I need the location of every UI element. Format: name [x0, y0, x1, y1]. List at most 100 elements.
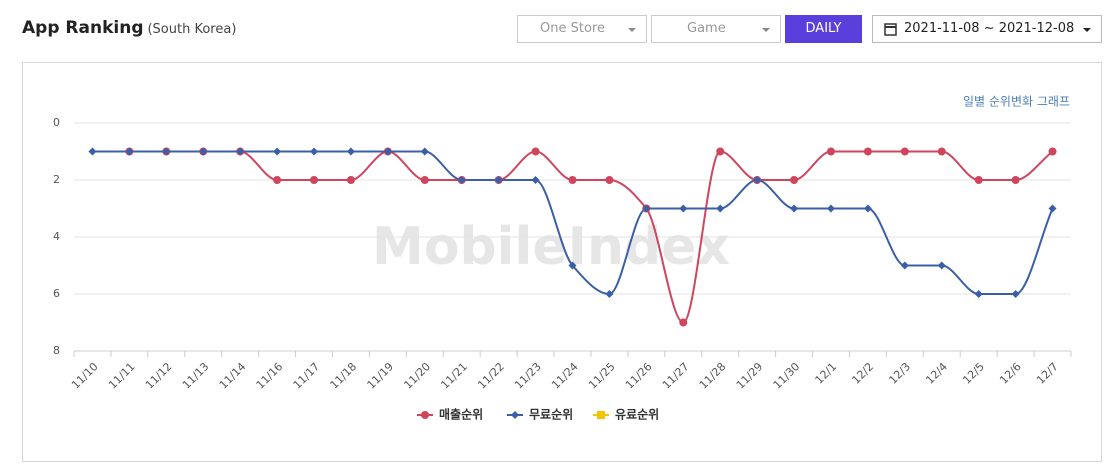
daily-button[interactable]: DAILY: [785, 15, 862, 43]
marker: [1011, 176, 1020, 184]
x-tick-label: 11/13: [180, 360, 212, 392]
marker: [605, 176, 614, 184]
x-tick-label: 11/12: [143, 360, 175, 392]
date-picker[interactable]: 2021-11-08 ~ 2021-12-08: [872, 15, 1102, 43]
marker: [863, 147, 872, 156]
y-tick-label: 0: [53, 116, 60, 129]
x-tick-label: 11/23: [512, 360, 544, 392]
x-tick-label: 12/7: [1034, 360, 1061, 387]
legend-item: 매출순위: [417, 407, 483, 422]
marker: [642, 204, 651, 213]
marker: [346, 147, 355, 156]
marker: [937, 147, 946, 156]
marker: [716, 147, 725, 156]
marker: [346, 176, 355, 184]
marker: [790, 176, 799, 184]
chart-panel: [22, 62, 1102, 462]
marker: [900, 261, 909, 270]
legend-label: 유료순위: [615, 408, 659, 422]
legend-item: 유료순위: [593, 408, 659, 422]
marker: [679, 204, 688, 213]
watermark: MobileIndex: [372, 217, 730, 277]
marker: [310, 176, 319, 184]
x-tick-label: 11/10: [69, 360, 101, 392]
x-tick-label: 12/3: [886, 360, 913, 387]
marker: [790, 204, 799, 213]
series-line: [92, 150, 1054, 296]
marker: [863, 204, 872, 213]
marker: [974, 176, 983, 184]
caret: [1083, 28, 1091, 32]
marker: [605, 290, 614, 298]
x-tick-label: 11/17: [291, 360, 323, 392]
x-tick-label: 11/18: [328, 360, 360, 392]
x-tick-label: 11/27: [660, 360, 692, 392]
x-tick-label: 11/30: [771, 360, 803, 392]
x-tick-label: 11/29: [734, 360, 766, 392]
marker: [310, 147, 319, 156]
legend-label: 매출순위: [439, 407, 483, 422]
marker: [568, 176, 577, 184]
marker: [88, 147, 97, 156]
marker: [420, 176, 429, 184]
marker: [199, 147, 208, 156]
x-tick-label: 12/4: [923, 360, 950, 387]
date-range: 2021-11-08 ~ 2021-12-08: [904, 21, 1075, 36]
x-tick-label: 12/2: [849, 360, 876, 387]
marker: [900, 147, 909, 156]
header-title: App Ranking (South Korea): [22, 18, 236, 38]
x-tick-label: 11/14: [217, 360, 249, 392]
legend-marker: [421, 411, 429, 419]
x-tick-label: 12/1: [813, 360, 840, 387]
y-tick-label: 6: [53, 287, 60, 300]
category-select[interactable]: Game: [651, 15, 781, 43]
marker: [1048, 147, 1057, 156]
x-tick-label: 11/19: [365, 360, 397, 392]
x-tick-label: 11/21: [438, 360, 470, 392]
marker: [753, 176, 762, 184]
legend-marker: [597, 411, 605, 419]
caret: [762, 28, 770, 32]
category-label: Game: [687, 21, 726, 36]
x-tick-label: 11/22: [475, 360, 507, 392]
marker: [383, 147, 392, 156]
marker: [236, 147, 245, 156]
x-tick-label: 11/26: [623, 360, 655, 392]
x-tick-label: 11/28: [697, 360, 729, 392]
marker: [974, 290, 983, 298]
marker: [716, 204, 725, 213]
marker: [125, 147, 134, 156]
marker: [494, 176, 503, 184]
marker: [531, 147, 540, 156]
marker: [826, 204, 835, 213]
x-tick-label: 12/6: [997, 360, 1024, 387]
marker: [1011, 290, 1020, 298]
calendar-icon: [884, 23, 897, 36]
x-tick-label: 11/11: [106, 360, 138, 392]
y-tick-label: 8: [53, 344, 60, 357]
store-label: One Store: [540, 21, 605, 36]
legend-label: 무료순위: [529, 408, 573, 422]
legend-item: 무료순위: [507, 408, 573, 422]
caret: [628, 28, 636, 32]
marker: [162, 147, 171, 156]
marker: [457, 176, 466, 184]
x-tick-label: 11/25: [586, 360, 618, 392]
legend-marker: [511, 411, 519, 419]
marker: [679, 318, 688, 327]
store-select[interactable]: One Store: [517, 15, 647, 43]
marker: [273, 176, 282, 184]
x-tick-label: 11/24: [549, 360, 581, 392]
subtitle: (South Korea): [147, 22, 237, 37]
x-tick-label: 11/20: [401, 360, 433, 392]
x-tick-label: 12/5: [960, 360, 987, 387]
marker: [826, 147, 835, 156]
marker: [568, 261, 577, 270]
marker: [1048, 204, 1057, 213]
x-tick-label: 11/16: [254, 360, 286, 392]
annotation: 일별 순위변화 그래프: [963, 95, 1070, 109]
marker: [531, 176, 540, 184]
y-tick-label: 4: [53, 230, 60, 243]
